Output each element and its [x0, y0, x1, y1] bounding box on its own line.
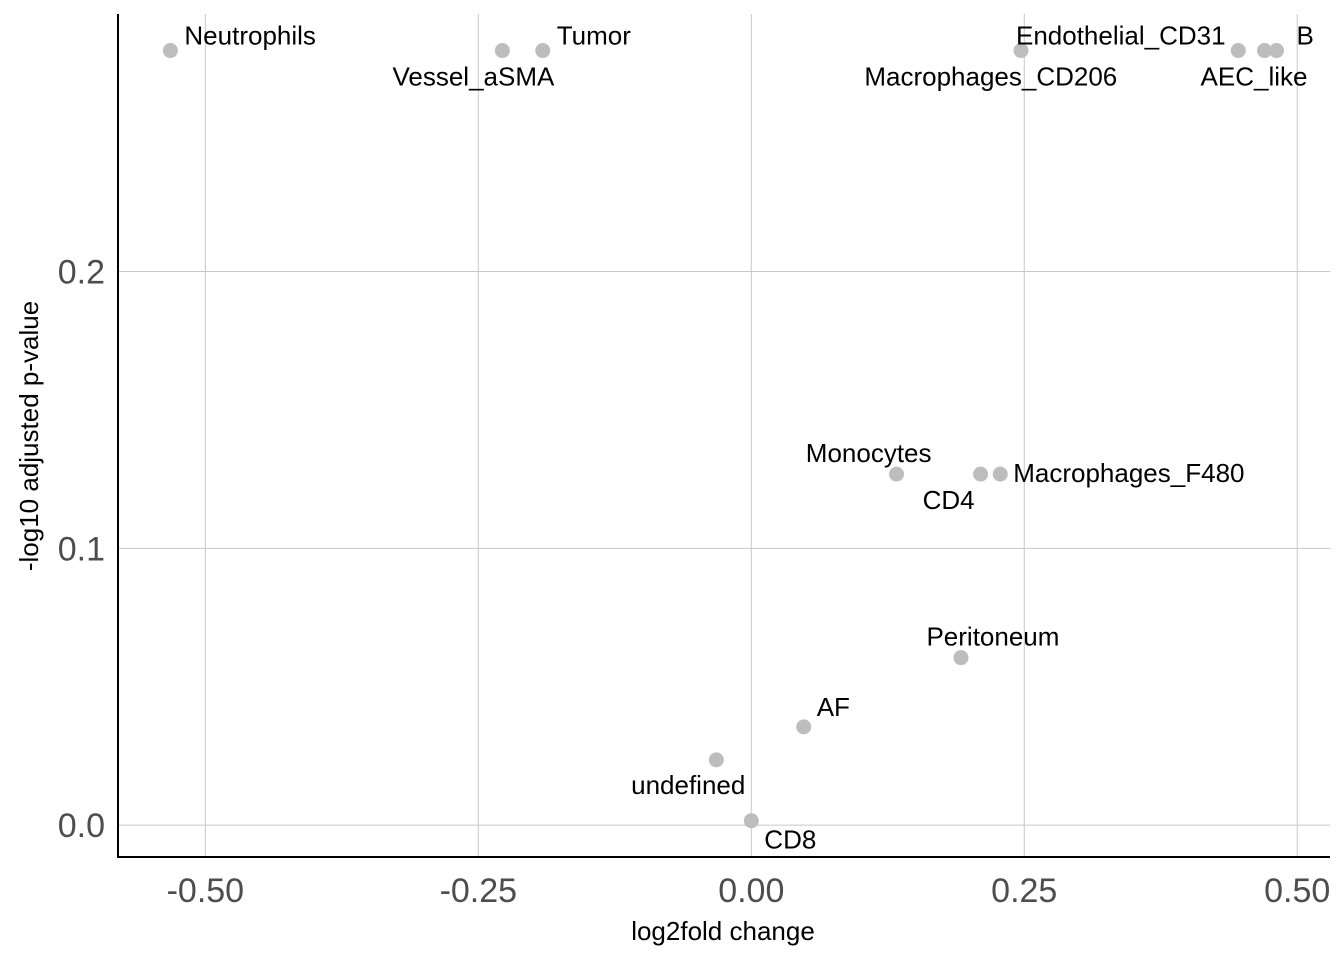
point-label: Tumor: [557, 21, 631, 51]
x-tick-label: -0.25: [440, 872, 518, 910]
grid-lines: [118, 14, 1330, 857]
data-point-monocytes: [889, 466, 905, 482]
x-axis-title: log2fold change: [631, 916, 815, 946]
data-point-cd4: [973, 466, 989, 482]
x-tick-label: -0.50: [167, 872, 245, 910]
point-label: Neutrophils: [184, 21, 316, 51]
point-label: undefined: [631, 770, 745, 800]
data-point-undefined: [708, 752, 724, 768]
axes: [117, 14, 1330, 858]
y-axis-title: -log10 adjusted p-value: [14, 301, 44, 571]
x-tick-label: 0.50: [1264, 872, 1330, 910]
data-point-aec-like: [1256, 43, 1272, 59]
x-tick-label: 0.25: [991, 872, 1057, 910]
y-tick-label: 0.2: [58, 253, 105, 291]
point-label: Macrophages_CD206: [864, 62, 1117, 92]
tick-labels: -0.50 -0.25 0.00 0.25 0.50 0.0 0.1 0.2: [58, 253, 1331, 910]
point-label: Vessel_aSMA: [392, 62, 555, 92]
point-label: Macrophages_F480: [1013, 458, 1244, 488]
data-point-tumor: [535, 43, 551, 59]
point-label: AF: [817, 692, 850, 722]
data-point-peritoneum: [953, 650, 969, 666]
point-label: CD8: [764, 825, 816, 855]
point-label: Peritoneum: [926, 622, 1059, 652]
data-point-vessel-asma: [494, 43, 510, 59]
data-point-cd8: [743, 813, 759, 829]
data-points: [162, 43, 1284, 829]
data-point-endothelial-cd31: [1013, 43, 1029, 59]
y-tick-label: 0.1: [58, 530, 105, 568]
data-point-af: [796, 719, 812, 735]
data-point-neutrophils: [162, 43, 178, 59]
data-point-b: [1268, 43, 1284, 59]
point-label: Endothelial_CD31: [1016, 21, 1226, 51]
point-label: AEC_like: [1201, 62, 1308, 92]
data-point-macrophages-f480: [992, 466, 1008, 482]
point-label: B: [1296, 21, 1313, 51]
point-label: Monocytes: [806, 438, 932, 468]
x-tick-label: 0.00: [718, 872, 784, 910]
y-tick-label: 0.0: [58, 807, 105, 845]
point-label: CD4: [923, 485, 975, 515]
data-point-macrophages-cd206: [1230, 43, 1246, 59]
